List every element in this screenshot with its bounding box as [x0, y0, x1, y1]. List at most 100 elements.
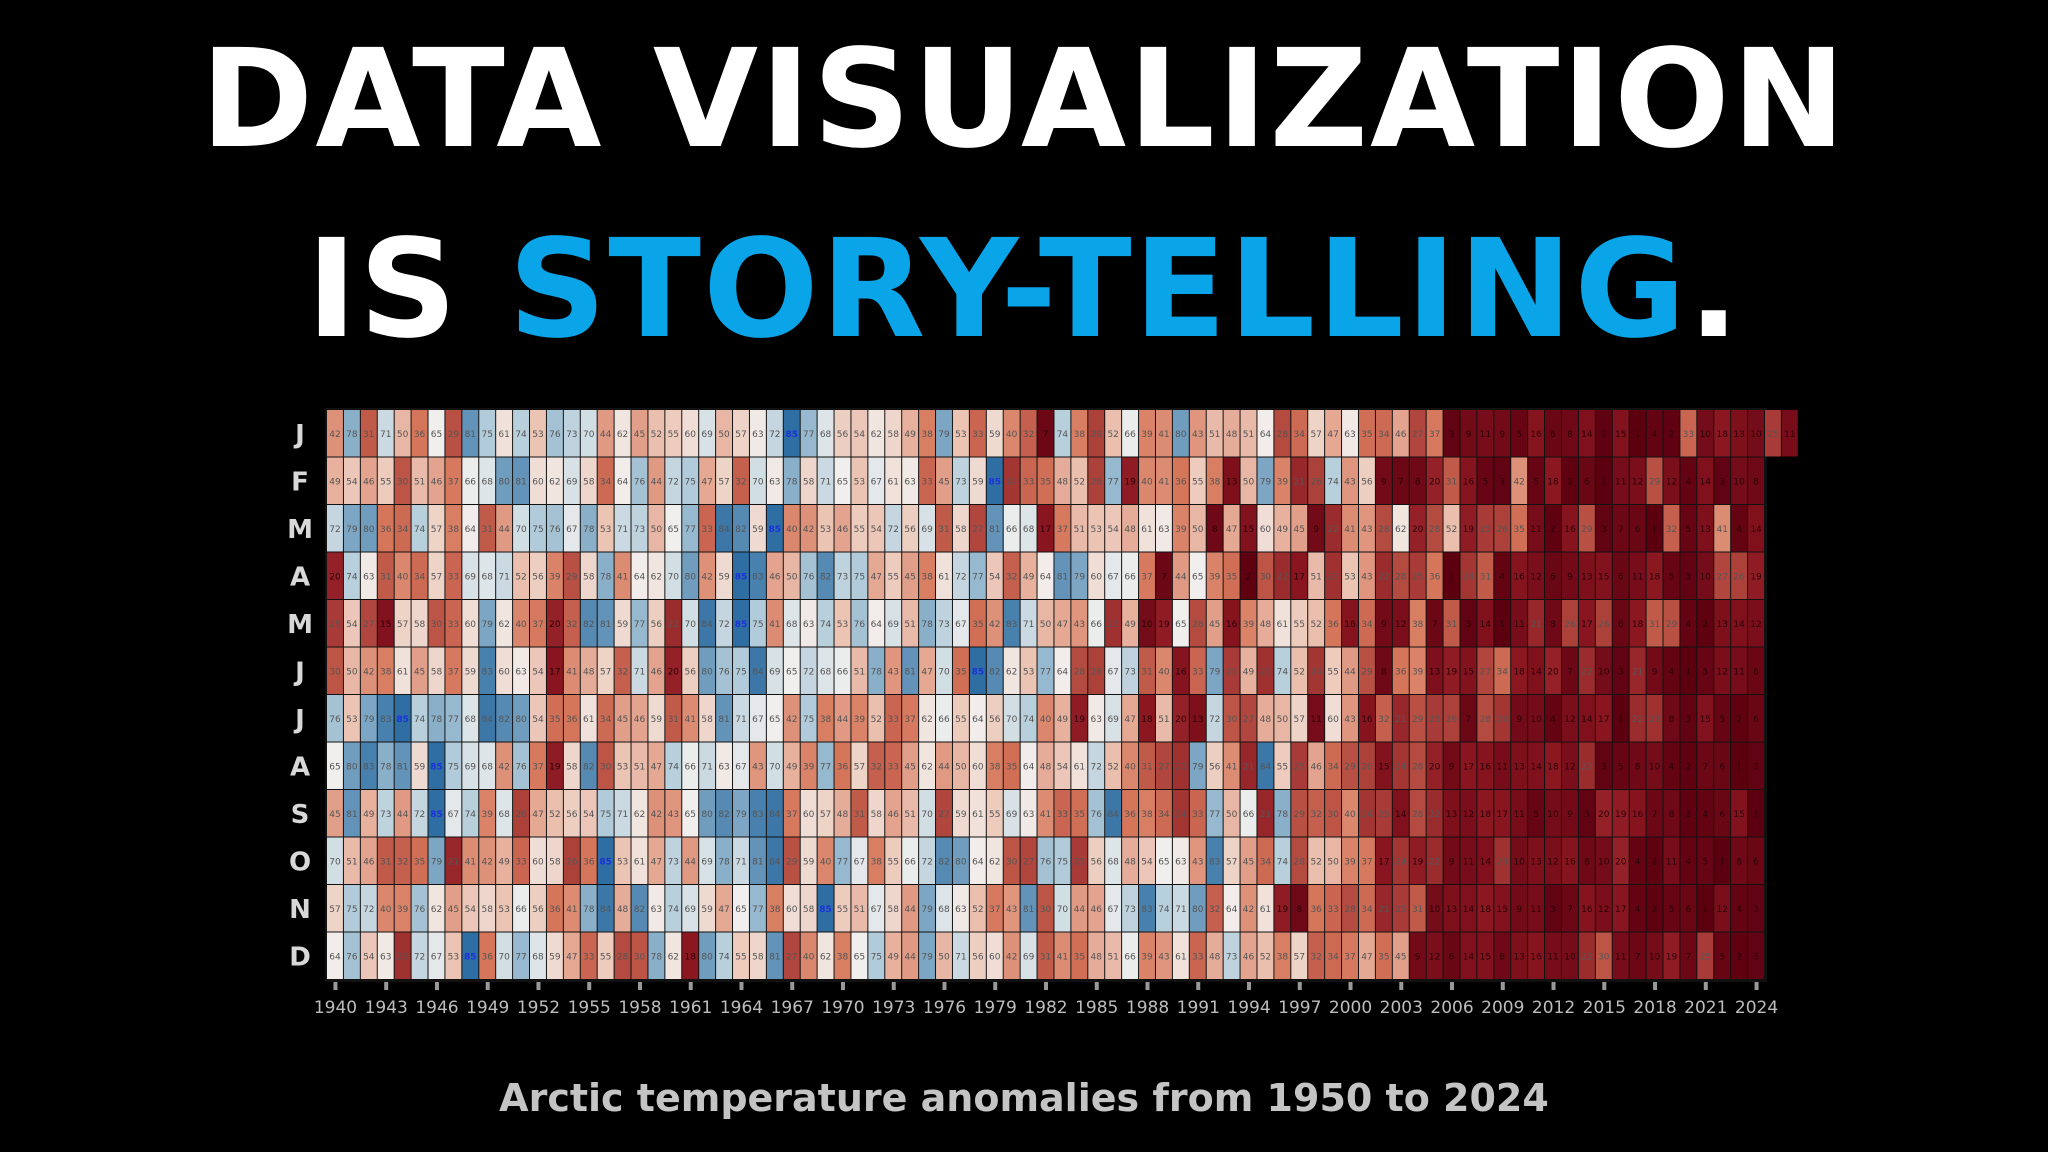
heatmap-cell [919, 695, 936, 742]
heatmap-cell [1122, 695, 1139, 742]
heatmap-cell-label: 85 [396, 715, 409, 725]
heatmap-cell [1663, 695, 1680, 742]
heatmap-cell-label: 55 [837, 905, 848, 915]
heatmap-cell-label: 64 [972, 715, 984, 725]
heatmap-cell-label: 81 [904, 667, 915, 677]
heatmap-cell-label: 25 [1294, 762, 1305, 772]
heatmap-cell [1731, 790, 1748, 837]
heatmap-cell-label: 60 [1260, 525, 1272, 535]
heatmap-cell [445, 600, 462, 647]
heatmap-cell [428, 552, 445, 599]
heatmap-cell [902, 790, 919, 837]
heatmap-cell-label: 46 [363, 477, 375, 487]
heatmap-cell-label: 26 [1091, 667, 1103, 677]
heatmap-cell [716, 790, 733, 837]
heatmap-cell-label: 75 [803, 715, 814, 725]
heatmap-cell-label: 23 [1327, 572, 1338, 582]
heatmap-cell-label: 10 [1547, 810, 1559, 820]
heatmap-cell-label: 80 [515, 715, 527, 725]
heatmap-cell [1612, 790, 1629, 837]
heatmap-cell-label: 16 [1480, 762, 1492, 772]
heatmap-cell-label: 13 [1530, 857, 1541, 867]
heatmap-cell [969, 505, 986, 552]
heatmap-cell-label: 33 [1057, 810, 1068, 820]
heatmap-cell [1223, 647, 1240, 694]
heatmap-cell-label: 35 [1074, 810, 1085, 820]
heatmap-cell [1561, 647, 1578, 694]
heatmap-cell [1189, 837, 1206, 884]
heatmap-cell-label: 60 [989, 952, 1001, 962]
heatmap-cell [377, 600, 394, 647]
heatmap-cell-label: 6 [1618, 620, 1624, 630]
heatmap-cell [445, 885, 462, 932]
heatmap-cell [513, 885, 530, 932]
heatmap-cell [969, 837, 986, 884]
heatmap-cell-label: 78 [346, 430, 358, 440]
heatmap-cell-label: 25 [329, 620, 340, 630]
heatmap-cell [1358, 600, 1375, 647]
heatmap-cell-label: 5 [1702, 857, 1708, 867]
heatmap-cell-label: 20 [1412, 525, 1424, 535]
heatmap-cell-label: 22 [1581, 762, 1592, 772]
heatmap-cell [1714, 932, 1731, 979]
heatmap-cell-label: 48 [1209, 952, 1221, 962]
heatmap-cell-label: 7 [1567, 667, 1573, 677]
heatmap-cell-label: 78 [380, 762, 392, 772]
heatmap-cell [969, 600, 986, 647]
heatmap-cell-label: 83 [481, 667, 492, 677]
heatmap-cell [1105, 790, 1122, 837]
heatmap-cell-label: 72 [921, 857, 932, 867]
heatmap-cell [1037, 457, 1054, 504]
heatmap-cell-label: 54 [532, 667, 544, 677]
heatmap-cell [851, 742, 868, 789]
heatmap-cell-label: 14 [1581, 430, 1593, 440]
heatmap-cell [327, 837, 343, 884]
heatmap-cell-label: 57 [1226, 857, 1237, 867]
heatmap-cell-label: 18 [1649, 572, 1661, 582]
heatmap-cell-label: 52 [651, 430, 662, 440]
heatmap-cell [1139, 742, 1155, 789]
heatmap-cell [885, 600, 902, 647]
heatmap-cell-label: 76 [634, 477, 646, 487]
heatmap-cell [1308, 505, 1325, 552]
heatmap-cell-label: 25 [1412, 572, 1423, 582]
heatmap-cell [1189, 600, 1206, 647]
heatmap-cell [885, 505, 902, 552]
heatmap-cell-label: 59 [651, 715, 663, 725]
heatmap-cell [1088, 790, 1105, 837]
heatmap-cell-label: 33 [921, 477, 932, 487]
heatmap-cell-label: 56 [1091, 857, 1103, 867]
heatmap-cell [327, 410, 343, 457]
heatmap-cell [1561, 932, 1578, 979]
heatmap-cell-label: 63 [1023, 810, 1034, 820]
heatmap-cell [411, 505, 428, 552]
heatmap-cell-label: 77 [1107, 477, 1118, 487]
heatmap-cell-label: 26 [1091, 477, 1103, 487]
heatmap-cell-label: 38 [989, 762, 1001, 772]
heatmap-cell-label: 8 [1381, 667, 1387, 677]
heatmap-cell-label: 38 [921, 430, 933, 440]
heatmap-cell [1578, 695, 1595, 742]
heatmap-cell [1342, 837, 1358, 884]
heatmap-cell-label: 75 [600, 810, 611, 820]
heatmap-cell-label: 9 [1313, 525, 1319, 535]
heatmap-cell-label: 59 [955, 810, 967, 820]
heatmap-cell-label: 69 [769, 667, 781, 677]
heatmap-cell [1680, 837, 1697, 884]
heatmap-cell [1612, 885, 1629, 932]
heatmap-cell-label: 84 [769, 810, 781, 820]
heatmap-cell [1088, 505, 1105, 552]
heatmap-cell-label: 76 [515, 762, 527, 772]
heatmap-cell-label: 4 [1736, 525, 1742, 535]
heatmap-cell [1189, 457, 1206, 504]
heatmap-cell [1460, 600, 1477, 647]
heatmap-cell-label: 35 [1378, 952, 1389, 962]
heatmap-cell-label: 81 [397, 762, 408, 772]
heatmap-cell-label: 1 [1686, 667, 1692, 677]
heatmap-cell-label: 84 [1260, 762, 1272, 772]
heatmap-cell [1578, 552, 1595, 599]
heatmap-cell-label: 15 [1598, 572, 1609, 582]
heatmap-cell-label: 55 [1277, 762, 1288, 772]
headline-prefix: IS [306, 211, 509, 369]
heatmap-cell [868, 885, 885, 932]
